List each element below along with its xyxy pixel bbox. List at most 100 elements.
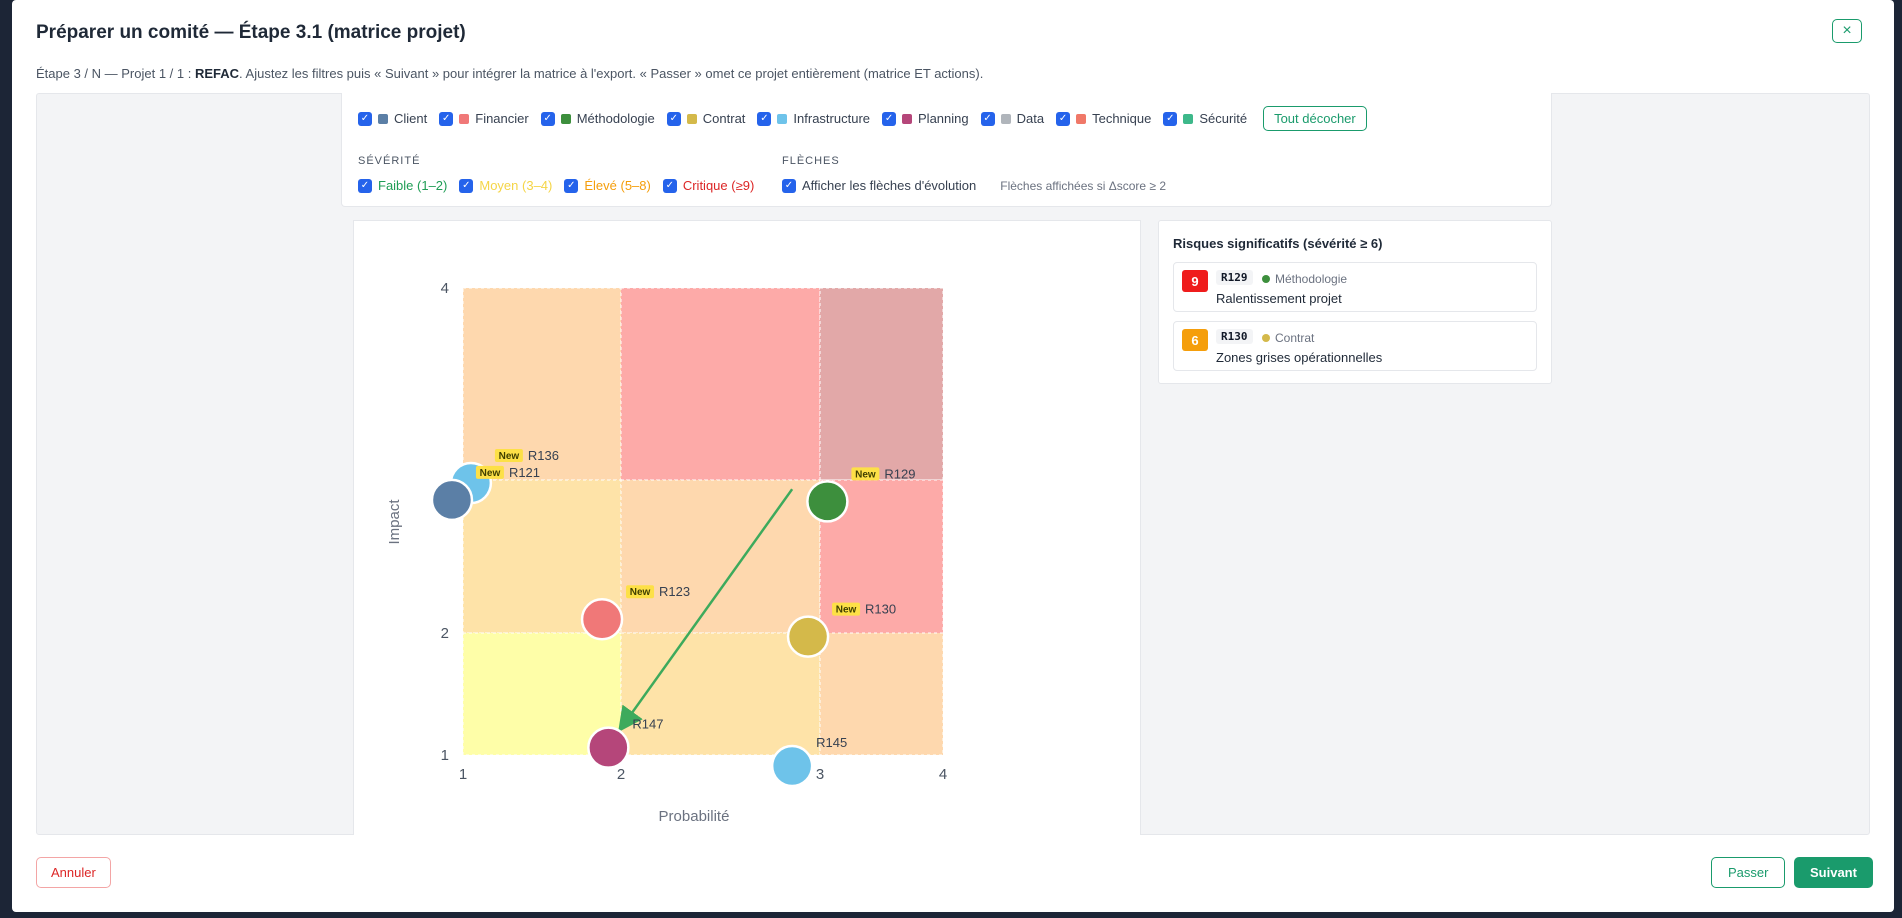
risk-point-label: R130 [865, 602, 896, 617]
committee-modal: Préparer un comité — Étape 3.1 (matrice … [12, 0, 1894, 912]
significant-risks-title: Risques significatifs (sévérité ≥ 6) [1173, 236, 1383, 251]
risk-point [806, 480, 849, 523]
category-filter[interactable]: ✓ Sécurité [1163, 111, 1247, 126]
severity-filter[interactable]: ✓ Faible (1–2) [358, 178, 447, 193]
category-checkbox[interactable]: ✓ [540, 111, 555, 126]
new-badge-text: New [630, 587, 651, 598]
risk-category-label: Méthodologie [1275, 272, 1348, 286]
new-badge-text: New [855, 469, 876, 480]
risk-score: 6 [1182, 329, 1208, 351]
matrix-zone [462, 287, 622, 481]
step-instructions: . Ajustez les filtres puis « Suivant » p… [239, 66, 984, 81]
risk-point [580, 597, 624, 641]
risk-point-label: R129 [884, 466, 915, 481]
risk-matrix-panel: 1 2 3 4 1 2 4 Probabilité Impact New R136 New R121 Ne… [353, 220, 1141, 835]
category-swatch [378, 113, 388, 124]
category-swatch [1183, 113, 1194, 124]
y-axis-label: Impact [386, 499, 403, 545]
category-checkbox[interactable]: ✓ [882, 111, 897, 126]
risk-point-label: R147 [632, 717, 663, 732]
severity-label: Faible (1–2) [378, 178, 448, 193]
category-label: Planning [918, 111, 969, 126]
significant-risks-panel: Risques significatifs (sévérité ≥ 6) 9 R… [1158, 220, 1552, 384]
arrows-checkbox[interactable]: ✓ [782, 178, 796, 193]
backdrop [1894, 0, 1902, 918]
uncheck-all-button[interactable]: Tout décocher [1263, 106, 1367, 131]
category-label: Contrat [702, 111, 746, 126]
arrows-title: FLÈCHES [782, 155, 840, 167]
category-filters: ✓ Client ✓ Financier ✓ Méthodologie ✓ Contrat ✓ I… [358, 106, 1367, 131]
risk-point-label: R121 [509, 465, 540, 480]
category-filter[interactable]: ✓ Data [980, 111, 1044, 126]
risk-category-label: Contrat [1275, 331, 1315, 345]
matrix-zone [819, 632, 944, 756]
severity-filter[interactable]: ✓ Critique (≥9) [662, 178, 755, 193]
new-badge [626, 585, 655, 599]
arrows-label[interactable]: Afficher les flèches d'évolution [802, 178, 977, 193]
category-label: Infrastructure [793, 111, 871, 126]
category-checkbox[interactable]: ✓ [757, 111, 772, 126]
new-badge-text: New [836, 605, 857, 616]
severity-checkbox[interactable]: ✓ [564, 178, 579, 193]
risk-card[interactable]: 6 R130 Contrat Zones grises opérationnel… [1173, 321, 1537, 371]
category-filter[interactable]: ✓ Planning [882, 111, 969, 126]
category-checkbox[interactable]: ✓ [439, 111, 454, 126]
matrix-zone [620, 632, 821, 756]
risk-point-label: R123 [659, 584, 690, 599]
step-text: Étape 3 / N — Projet 1 / 1 : [36, 66, 195, 81]
new-badge [494, 449, 523, 463]
severity-checkbox[interactable]: ✓ [459, 178, 474, 193]
step-description: Étape 3 / N — Projet 1 / 1 : REFAC. Ajus… [36, 66, 983, 81]
risk-point [587, 726, 630, 769]
category-label: Sécurité [1199, 111, 1248, 126]
project-code: REFAC [194, 66, 240, 81]
category-checkbox[interactable]: ✓ [666, 111, 681, 126]
category-filter[interactable]: ✓ Contrat [666, 111, 746, 126]
next-button[interactable]: Suivant [1794, 857, 1873, 888]
x-tick-label: 3 [816, 766, 824, 783]
skip-button[interactable]: Passer [1711, 857, 1786, 888]
category-filter[interactable]: ✓ Technique [1056, 111, 1151, 126]
severity-label: Critique (≥9) [682, 178, 755, 193]
x-tick-label: 4 [939, 766, 947, 783]
category-checkbox[interactable]: ✓ [980, 111, 995, 126]
risk-card[interactable]: 9 R129 Méthodologie Ralentissement proje… [1173, 262, 1537, 312]
x-axis-label: Probabilité [659, 808, 730, 825]
new-badge-text: New [480, 468, 501, 479]
category-filter[interactable]: ✓ Client [358, 111, 427, 126]
arrows-note: Flèches affichées si Δscore ≥ 2 [1000, 178, 1167, 193]
matrix-zone [620, 287, 821, 481]
category-filter[interactable]: ✓ Infrastructure [757, 111, 870, 126]
cancel-button[interactable]: Annuler [36, 857, 111, 888]
category-checkbox[interactable]: ✓ [1056, 111, 1071, 126]
severity-label: Moyen (3–4) [479, 178, 553, 193]
matrix-zone [620, 479, 821, 634]
severity-checkbox[interactable]: ✓ [662, 178, 677, 193]
category-checkbox[interactable]: ✓ [358, 111, 372, 126]
severity-filter[interactable]: ✓ Moyen (3–4) [459, 178, 552, 193]
category-filter[interactable]: ✓ Méthodologie [540, 111, 655, 126]
category-swatch [1076, 113, 1087, 124]
modal-title: Préparer un comité — Étape 3.1 (matrice … [36, 22, 466, 43]
y-tick-label: 2 [441, 625, 449, 642]
new-badge [832, 602, 861, 616]
arrows-filter: ✓ Afficher les flèches d'évolution Flèch… [782, 178, 1166, 193]
risk-point [786, 615, 830, 658]
category-swatch [1000, 113, 1011, 124]
severity-filter[interactable]: ✓ Élevé (5–8) [564, 178, 651, 193]
risk-point-label: R145 [816, 735, 847, 750]
matrix-zone [819, 287, 944, 481]
category-filter[interactable]: ✓ Financier [439, 111, 529, 126]
category-label: Financier [475, 111, 529, 126]
severity-checkbox[interactable]: ✓ [358, 178, 372, 193]
risk-point [770, 744, 814, 788]
category-label: Client [394, 111, 428, 126]
risk-score: 9 [1182, 270, 1208, 292]
category-checkbox[interactable]: ✓ [1163, 111, 1178, 126]
category-swatch [459, 113, 470, 124]
close-button[interactable]: × [1832, 19, 1862, 43]
severity-filters: ✓ Faible (1–2) ✓ Moyen (3–4) ✓ Élevé (5–8) ✓ Cr… [358, 178, 766, 193]
category-swatch [902, 113, 913, 124]
category-dot [1262, 275, 1270, 283]
category-swatch [686, 113, 697, 124]
